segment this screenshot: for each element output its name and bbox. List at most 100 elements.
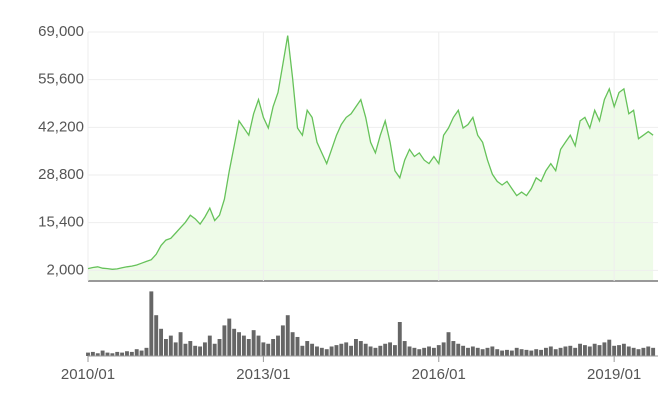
volume-bar [626,346,631,356]
volume-bar [636,349,641,356]
volume-bar [202,342,207,356]
volume-bar [582,345,587,356]
x-tick-label: 2013/01 [236,366,290,383]
y-tick-label: 15,400 [38,214,84,231]
volume-bar [105,352,110,356]
volume-bar [368,346,373,356]
volume-bar [461,345,466,356]
volume-bar [495,349,500,356]
volume-bar [378,345,383,356]
volume-bar [110,353,115,356]
volume-bar [578,343,582,356]
volume-bar [280,325,285,356]
volume-bar [480,349,485,356]
volume-bar [441,342,446,356]
volume-bar [198,346,202,356]
volume-bar [631,347,636,356]
volume-bar [344,342,349,356]
price-line [87,35,654,270]
volume-bar [417,349,422,356]
volume-bar [524,349,529,356]
volume-bar [490,346,495,356]
volume-bar [573,347,578,356]
volume-bar [607,339,612,356]
volume-bar [446,332,451,356]
volume-bar [217,339,222,356]
volume-bar [383,343,388,356]
volume-bar [139,350,144,356]
volume-bar [227,318,232,356]
volume-bar [95,353,100,356]
volume-bar [193,345,198,356]
volume-bar [392,345,397,356]
volume-bar [290,332,295,356]
volume-bar [349,345,354,356]
volume-bar [621,343,626,356]
volume-bar [617,345,621,356]
volume-bar [651,347,656,356]
y-tick-label: 69,000 [38,23,84,40]
volume-bar [592,343,597,356]
volume-bar [324,349,329,356]
y-tick-label: 28,800 [38,166,84,183]
volume-bar [315,346,319,356]
volume-bar [168,335,173,356]
volume-bar [129,351,134,356]
volume-bar [300,345,305,356]
volume-bar [334,345,339,356]
volume-bar [212,343,217,356]
volume-bar [271,339,276,356]
volume-bar [207,335,212,356]
volume-bar [402,341,407,356]
volume-bar [329,346,334,356]
x-tick-label: 2016/01 [412,366,466,383]
x-tick-label: 2010/01 [61,366,115,383]
volume-bar [144,347,149,356]
volume-bar [456,343,461,356]
volume-bar [183,343,188,356]
volume-bar [173,342,178,356]
volume-bar [90,351,95,356]
volume-bar [431,347,436,356]
volume-bar [358,341,363,356]
volume-bar [534,349,539,356]
volume-bar [295,336,300,356]
volume-bar [86,352,90,356]
volume-bar [563,346,568,356]
volume-bar [612,345,617,356]
volume-bar [266,343,271,356]
volume-bar [115,351,120,356]
volume-bar [568,345,573,356]
volume-bar [539,349,544,356]
volume-bar [232,328,237,356]
volume-bar [485,347,490,356]
volume-bar [120,352,125,356]
volume-bar [310,343,315,356]
volume-bar [319,347,324,356]
volume-bar [505,349,509,356]
volume-bar [529,350,534,356]
price-area [88,35,654,281]
volume-bar [373,347,378,356]
volume-bar [451,341,456,356]
volume-bar [125,351,129,356]
volume-bar [553,349,558,356]
volume-bar [544,347,548,356]
volume-bar [241,335,246,356]
volume-bar [475,347,480,356]
volume-bar [470,346,475,356]
volume-bar [188,341,193,356]
volume-bar [500,350,505,356]
volume-bar [407,346,412,356]
volume-bar [641,347,646,356]
volume-bar [646,346,651,356]
volume-bar [159,328,164,356]
volume-bar [466,347,470,356]
volume-bar [154,315,159,356]
volume-bar [602,342,607,356]
volume-bar [305,341,310,356]
volume-bar [388,342,392,356]
y-tick-label: 42,200 [38,118,84,135]
volume-bar [519,349,524,356]
